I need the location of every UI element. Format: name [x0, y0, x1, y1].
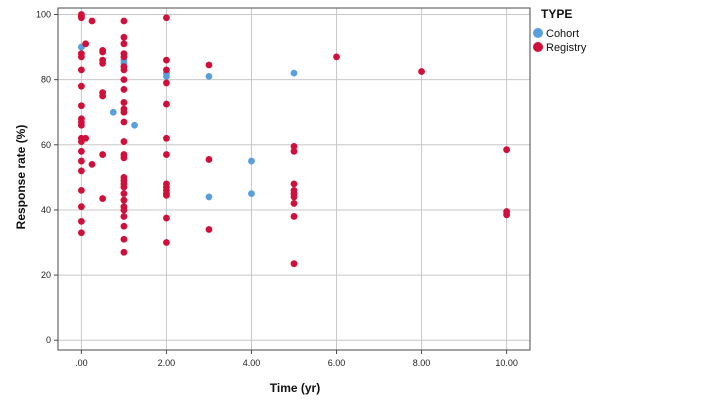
point-registry — [163, 79, 170, 87]
point-registry — [120, 86, 128, 93]
point-registry — [120, 76, 128, 84]
y-tick-label: 20 — [41, 270, 51, 280]
point-registry — [503, 146, 511, 154]
x-tick-label: .00 — [75, 358, 88, 368]
x-axis-title: Time (yr) — [270, 381, 320, 395]
point-registry — [99, 48, 107, 56]
point-registry — [77, 53, 85, 61]
point-registry — [163, 100, 170, 108]
y-tick-label: 100 — [36, 10, 51, 20]
point-registry — [77, 102, 85, 110]
point-registry — [163, 134, 170, 142]
point-registry — [77, 82, 85, 90]
point-registry — [77, 66, 85, 74]
point-registry — [77, 229, 85, 237]
point-registry — [205, 61, 213, 69]
point-registry — [88, 17, 96, 25]
point-registry — [120, 17, 128, 25]
point-registry — [77, 203, 85, 211]
point-registry — [77, 187, 85, 194]
point-registry — [163, 66, 170, 74]
point-registry — [120, 66, 128, 74]
axis-ticks: 0 20 40 60 80 100 .00 2.00 4.00 6.00 8.00 10.00 — [36, 10, 518, 368]
point-registry — [205, 226, 213, 233]
point-cohort — [131, 121, 138, 129]
point-registry — [120, 40, 128, 48]
grid-lines — [58, 8, 530, 350]
point-registry — [120, 190, 128, 198]
point-registry — [120, 118, 128, 126]
y-axis-title: Response rate (%) — [14, 125, 28, 230]
point-registry — [163, 14, 170, 22]
legend-marker-registry — [533, 42, 543, 52]
legend-marker-cohort — [533, 28, 543, 38]
point-cohort — [248, 190, 255, 198]
point-registry — [120, 183, 128, 191]
point-registry — [88, 160, 96, 168]
point-cohort — [205, 193, 213, 201]
point-registry — [290, 213, 298, 220]
point-registry — [77, 147, 85, 155]
point-registry — [120, 196, 128, 204]
point-registry — [120, 99, 128, 106]
point-registry — [120, 53, 128, 61]
point-registry — [163, 151, 170, 158]
point-registry — [290, 193, 298, 201]
point-registry — [120, 248, 128, 256]
point-registry — [82, 134, 90, 142]
point-registry — [77, 157, 85, 165]
point-registry — [120, 222, 128, 230]
point-registry — [99, 195, 107, 202]
legend-label-registry: Registry — [546, 42, 587, 54]
y-tick-label: 80 — [41, 75, 51, 85]
point-registry — [205, 156, 213, 163]
x-tick-label: 8.00 — [413, 358, 431, 368]
point-registry — [82, 40, 90, 48]
point-registry — [163, 191, 170, 199]
x-tick-label: 10.00 — [495, 358, 518, 368]
point-registry — [290, 200, 298, 207]
point-registry — [290, 180, 298, 188]
y-tick-label: 60 — [41, 140, 51, 150]
point-cohort — [248, 157, 255, 165]
point-cohort — [290, 69, 298, 77]
point-registry — [290, 147, 298, 155]
point-registry — [77, 167, 85, 175]
point-registry — [290, 143, 298, 150]
data-points — [77, 11, 511, 268]
legend: TYPE Cohort Registry — [533, 7, 587, 54]
point-registry — [99, 59, 107, 67]
x-tick-label: 4.00 — [243, 358, 261, 368]
point-registry — [120, 33, 128, 41]
point-registry — [503, 211, 511, 219]
x-tick-label: 6.00 — [328, 358, 346, 368]
point-registry — [77, 121, 85, 129]
point-registry — [120, 235, 128, 243]
point-cohort — [205, 73, 213, 80]
point-registry — [120, 108, 128, 116]
point-registry — [120, 213, 128, 220]
y-tick-label: 40 — [41, 205, 51, 215]
point-registry — [120, 206, 128, 214]
point-registry — [163, 239, 170, 246]
plot-frame — [57, 7, 531, 351]
legend-label-cohort: Cohort — [546, 28, 579, 40]
legend-title: TYPE — [541, 7, 572, 21]
point-registry — [418, 68, 425, 75]
point-registry — [163, 214, 170, 222]
point-registry — [163, 56, 170, 64]
point-registry — [77, 217, 85, 225]
y-tick-label: 0 — [46, 335, 51, 345]
point-cohort — [109, 108, 117, 116]
point-registry — [333, 53, 340, 61]
point-registry — [120, 154, 128, 162]
point-registry — [99, 151, 107, 158]
point-registry — [290, 260, 298, 268]
point-registry — [120, 138, 128, 145]
point-registry — [77, 14, 85, 22]
point-registry — [99, 92, 107, 100]
x-tick-label: 2.00 — [158, 358, 176, 368]
